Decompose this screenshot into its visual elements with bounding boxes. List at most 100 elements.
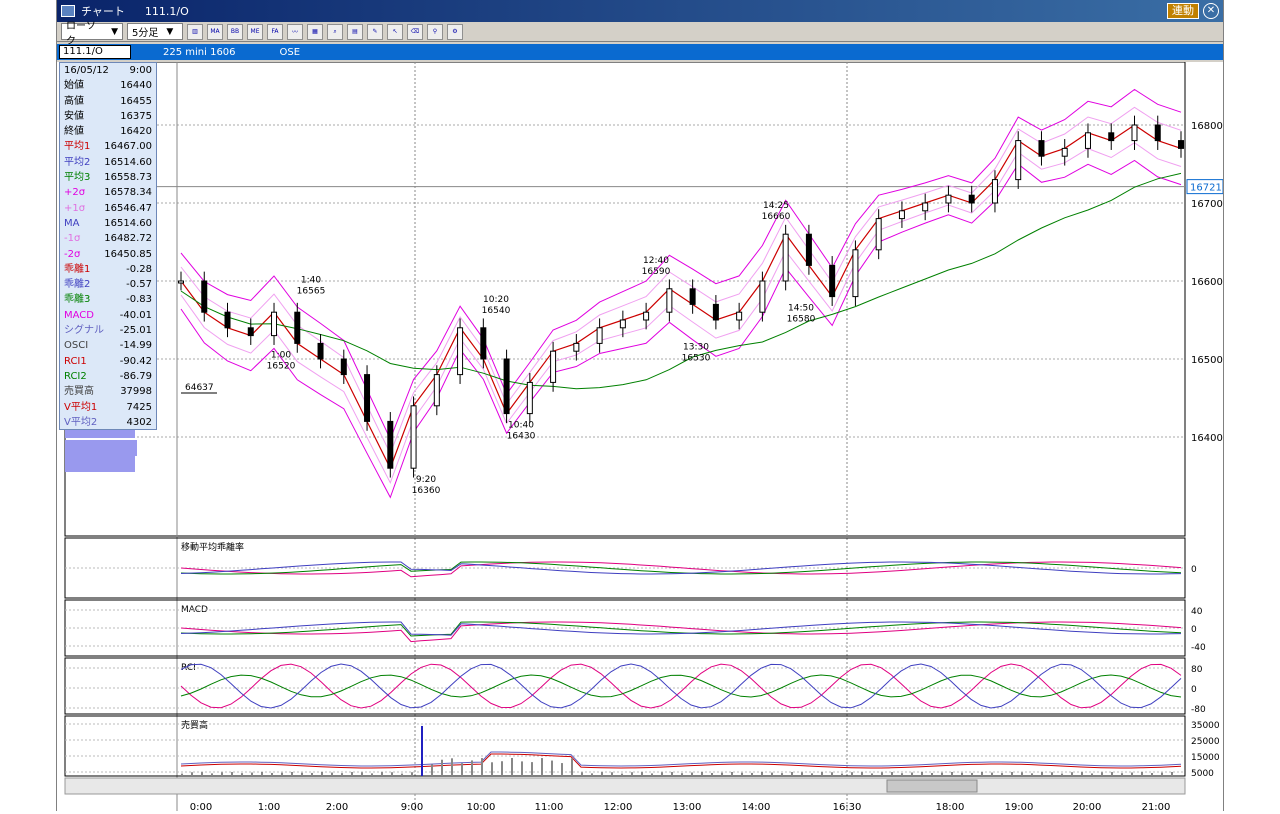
data-row-value: 16420 (120, 126, 152, 138)
volume-bar (471, 760, 473, 776)
annotation-price: 16590 (642, 267, 671, 277)
search-icon[interactable]: ⚲ (427, 23, 443, 40)
data-row-label: +2σ (64, 187, 86, 199)
indicator-panel-label: 移動平均乖離率 (181, 541, 244, 553)
volume-bar (911, 772, 913, 776)
volume-bar (311, 772, 313, 776)
candle-body (643, 311, 650, 321)
pattern-icon[interactable]: ▦ (307, 23, 323, 40)
close-icon[interactable]: ✕ (1203, 3, 1219, 19)
volume-bar (271, 772, 273, 776)
annotation-price: 16520 (267, 361, 296, 371)
annotation-price: 16430 (507, 432, 536, 442)
bb-icon[interactable]: BB (227, 23, 243, 40)
volume-bar (731, 772, 733, 776)
data-row: 終値 16420 (60, 124, 156, 139)
volume-bar (191, 772, 193, 776)
indicator-series-line (180, 674, 1182, 698)
data-row-label: 乖離3 (64, 294, 91, 306)
volume-bar (291, 772, 293, 776)
price-chart[interactable]: 1680016700166001650016400167211:00165201… (57, 61, 1224, 813)
volume-bar (1111, 772, 1113, 776)
candle-body (1178, 140, 1184, 149)
volume-bar (571, 758, 573, 776)
data-row-label: 安値 (64, 110, 84, 122)
candle-body (991, 179, 998, 204)
indicator-series-line (180, 663, 1182, 709)
candle-body (1108, 132, 1115, 142)
line-icon[interactable]: 〰 (287, 23, 303, 40)
volume-bar (821, 772, 823, 776)
volume-bar (581, 772, 583, 776)
zoom-icon[interactable]: ⌕ (327, 23, 343, 40)
contract-name: 225 mini 1606 (163, 46, 236, 58)
volume-bar (201, 772, 203, 776)
volume-bar (991, 772, 993, 776)
annotation-time: 13:30 (683, 343, 709, 353)
data-row-label: -1σ (64, 233, 81, 245)
candle-type-dropdown[interactable]: ローソク ▼ (61, 21, 123, 47)
volume-profile-bar (65, 440, 137, 456)
fa-icon[interactable]: FA (267, 23, 283, 40)
volume-bar (531, 762, 533, 776)
data-row-label: 平均1 (64, 141, 91, 153)
time-axis-label: 11:00 (535, 802, 564, 811)
volume-bar (261, 772, 263, 776)
indicator-tick-label: 40 (1191, 607, 1203, 617)
data-row: +2σ 16578.34 (60, 185, 156, 200)
data-row-value: -25.01 (119, 325, 152, 337)
data-row: MA 16514.60 (60, 216, 156, 231)
cursor-icon[interactable]: ↖ (387, 23, 403, 40)
indicator-tick-label: 25000 (1191, 737, 1220, 747)
volume-bar (811, 773, 813, 776)
volume-bar (1081, 772, 1083, 776)
symbol-input[interactable]: 111.1/O (59, 45, 131, 59)
data-row-label: 乖離1 (64, 263, 91, 275)
bar-chart-icon[interactable]: ▥ (187, 23, 203, 40)
chevron-down-icon: ▼ (111, 26, 118, 37)
data-row-value: 16482.72 (104, 233, 152, 245)
volume-bar (1051, 772, 1053, 776)
volume-bar (1141, 772, 1143, 776)
current-price-label: 16721 (1190, 183, 1222, 194)
data-row-value: 16546.47 (104, 202, 152, 214)
volume-bar (761, 772, 763, 776)
pencil-icon[interactable]: ✎ (367, 23, 383, 40)
price-tick-label: 16500 (1191, 355, 1223, 366)
ma-icon[interactable]: MA (207, 23, 223, 40)
annotation-time: 10:40 (508, 421, 534, 431)
linked-button[interactable]: 連動 (1167, 3, 1199, 19)
candle-body (526, 381, 533, 415)
horizontal-scrollbar (64, 777, 1186, 795)
volume-bar (801, 772, 803, 776)
candle-body (759, 280, 766, 313)
candle-type-label: ローソク (66, 20, 96, 47)
candle-body (1038, 140, 1045, 157)
candle-body (178, 280, 184, 284)
annotation-price: 16530 (682, 354, 711, 364)
annotation-time: 10:20 (483, 295, 509, 305)
volume-bar (181, 773, 183, 776)
time-axis-label: 21:00 (1142, 802, 1171, 811)
volume-bar (491, 762, 493, 776)
interval-dropdown[interactable]: 5分足 ▼ (127, 23, 183, 40)
indicator-tick-label: -80 (1191, 705, 1206, 715)
volume-bar (741, 772, 743, 776)
candle-body (224, 311, 231, 329)
settings-icon[interactable]: ⚙ (447, 23, 463, 40)
table-icon[interactable]: ▤ (347, 23, 363, 40)
mme-icon[interactable]: ME (247, 23, 263, 40)
data-row-label: RCI1 (64, 355, 87, 367)
indicator-series-line (180, 753, 1182, 769)
time-axis-label: 2:00 (326, 802, 348, 811)
data-row: 安値 16375 (60, 109, 156, 124)
data-row-label: 高値 (64, 95, 84, 107)
eraser-icon[interactable]: ⌫ (407, 23, 423, 40)
volume-bar (1061, 773, 1063, 776)
volume-bar (1041, 772, 1043, 776)
chart-area[interactable]: 16800 16700 16600 16500 16400 16721 1:00 16520 1… (57, 61, 1224, 813)
candle-body (364, 374, 371, 422)
volume-bar (1131, 772, 1133, 776)
volume-bar (891, 772, 893, 776)
data-row: 平均2 16514.60 (60, 155, 156, 170)
